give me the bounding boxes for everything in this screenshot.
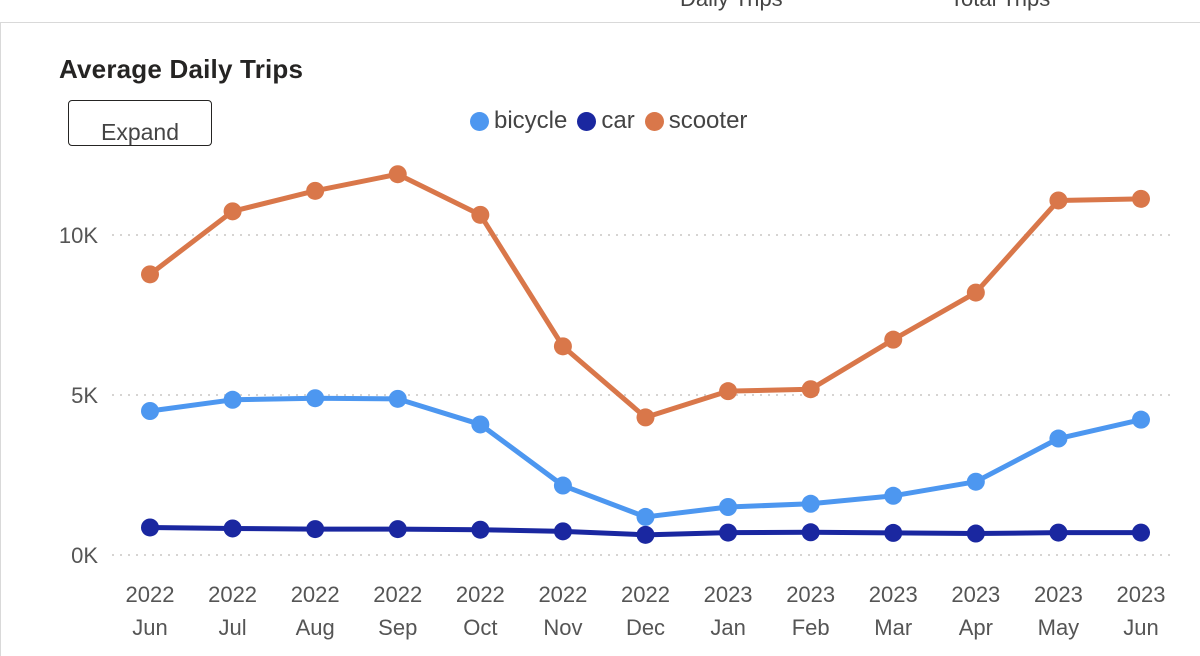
x-tick-year: 2022 bbox=[373, 582, 422, 607]
grid-lines bbox=[112, 234, 1170, 556]
x-tick-year: 2023 bbox=[951, 582, 1000, 607]
legend-label-scooter: scooter bbox=[668, 107, 748, 134]
x-tick-year: 2022 bbox=[538, 582, 587, 607]
legend-label-bicycle: bicycle bbox=[494, 107, 568, 134]
series-car bbox=[141, 518, 1150, 544]
car-point[interactable] bbox=[306, 520, 325, 539]
x-tick-month: Nov bbox=[543, 615, 582, 640]
x-tick-month: Apr bbox=[959, 615, 993, 640]
scooter-point[interactable] bbox=[388, 165, 407, 184]
x-tick-month: Aug bbox=[296, 615, 335, 640]
x-tick-month: Jun bbox=[1123, 615, 1158, 640]
scooter-point[interactable] bbox=[1049, 191, 1068, 210]
x-tick-month: Jan bbox=[710, 615, 745, 640]
x-tick-month: Mar bbox=[874, 615, 912, 640]
scooter-point[interactable] bbox=[719, 382, 738, 401]
legend-item-car[interactable]: car bbox=[577, 107, 635, 135]
expand-button[interactable]: Expand bbox=[68, 100, 212, 146]
scooter-point[interactable] bbox=[471, 205, 490, 224]
x-tick-year: 2022 bbox=[456, 582, 505, 607]
y-tick-label: 0K bbox=[71, 543, 98, 568]
x-tick-year: 2022 bbox=[621, 582, 670, 607]
scooter-point[interactable] bbox=[801, 380, 820, 399]
x-tick-month: Jul bbox=[219, 615, 247, 640]
bicycle-point[interactable] bbox=[388, 389, 407, 408]
chart-legend: bicycle car scooter bbox=[470, 106, 757, 136]
bicycle-point[interactable] bbox=[553, 476, 572, 495]
scooter-point[interactable] bbox=[223, 202, 242, 221]
car-point[interactable] bbox=[966, 524, 985, 543]
bicycle-point[interactable] bbox=[471, 415, 490, 434]
scooter-point[interactable] bbox=[1132, 189, 1150, 208]
bicycle-point[interactable] bbox=[306, 389, 325, 408]
bicycle-point[interactable] bbox=[966, 472, 985, 491]
car-point[interactable] bbox=[471, 520, 490, 539]
legend-marker-bicycle bbox=[470, 111, 489, 131]
tab-total-trips[interactable]: Total Trips bbox=[950, 0, 1050, 12]
bicycle-point[interactable] bbox=[223, 390, 242, 409]
x-tick-year: 2022 bbox=[126, 582, 175, 607]
car-point[interactable] bbox=[719, 523, 738, 542]
series-scooter bbox=[141, 165, 1150, 427]
bicycle-point[interactable] bbox=[141, 402, 159, 420]
scooter-point[interactable] bbox=[884, 330, 903, 349]
y-tick-label: 10K bbox=[59, 223, 98, 248]
x-tick-month: Sep bbox=[378, 615, 417, 640]
bicycle-point[interactable] bbox=[1049, 429, 1068, 448]
tab-strip: Daily Trips Total Trips bbox=[0, 0, 1200, 23]
x-axis: 2022 Jun 2022 Jul 2022 Aug 2022 Sep 2022 Oct 2022 N… bbox=[126, 582, 1166, 640]
legend-label-car: car bbox=[601, 107, 635, 134]
x-tick-month: Jun bbox=[132, 615, 167, 640]
y-tick-label: 5K bbox=[71, 383, 98, 408]
bicycle-point[interactable] bbox=[884, 486, 903, 505]
x-tick-month: May bbox=[1038, 615, 1080, 640]
legend-marker-scooter bbox=[644, 111, 664, 131]
x-tick-year: 2022 bbox=[208, 582, 257, 607]
scooter-point[interactable] bbox=[636, 408, 655, 427]
series-bicycle bbox=[141, 389, 1150, 526]
x-tick-year: 2023 bbox=[1034, 582, 1083, 607]
scooter-point[interactable] bbox=[306, 181, 325, 200]
scooter-point[interactable] bbox=[553, 337, 572, 356]
x-tick-year: 2023 bbox=[869, 582, 918, 607]
legend-marker-car bbox=[577, 111, 597, 131]
legend-item-scooter[interactable]: scooter bbox=[644, 107, 748, 135]
tab-daily-trips[interactable]: Daily Trips bbox=[680, 0, 783, 12]
scooter-point[interactable] bbox=[966, 283, 985, 302]
scooter-point[interactable] bbox=[141, 265, 159, 284]
car-point[interactable] bbox=[1049, 523, 1068, 542]
car-point[interactable] bbox=[388, 520, 407, 539]
bicycle-point[interactable] bbox=[719, 498, 738, 516]
bicycle-point[interactable] bbox=[801, 494, 820, 513]
chart-card bbox=[0, 23, 1200, 656]
car-point[interactable] bbox=[636, 525, 655, 544]
x-tick-year: 2023 bbox=[786, 582, 835, 607]
bicycle-point[interactable] bbox=[1132, 410, 1150, 429]
car-point[interactable] bbox=[141, 518, 159, 537]
car-point[interactable] bbox=[1132, 523, 1150, 542]
y-axis: 0K 5K 10K bbox=[59, 223, 98, 568]
car-point[interactable] bbox=[553, 522, 572, 541]
car-point[interactable] bbox=[223, 519, 242, 538]
bicycle-point[interactable] bbox=[636, 507, 655, 526]
chart-title: Average Daily Trips bbox=[59, 54, 304, 84]
car-point[interactable] bbox=[801, 523, 820, 542]
x-tick-year: 2023 bbox=[704, 582, 753, 607]
x-tick-month: Dec bbox=[626, 615, 665, 640]
x-tick-year: 2023 bbox=[1117, 582, 1166, 607]
x-tick-month: Feb bbox=[792, 615, 830, 640]
scooter-line bbox=[147, 171, 1144, 420]
x-tick-month: Oct bbox=[463, 615, 497, 640]
car-point[interactable] bbox=[884, 523, 903, 542]
x-tick-year: 2022 bbox=[291, 582, 340, 607]
series-lines bbox=[141, 165, 1150, 544]
legend-item-bicycle[interactable]: bicycle bbox=[470, 107, 567, 135]
